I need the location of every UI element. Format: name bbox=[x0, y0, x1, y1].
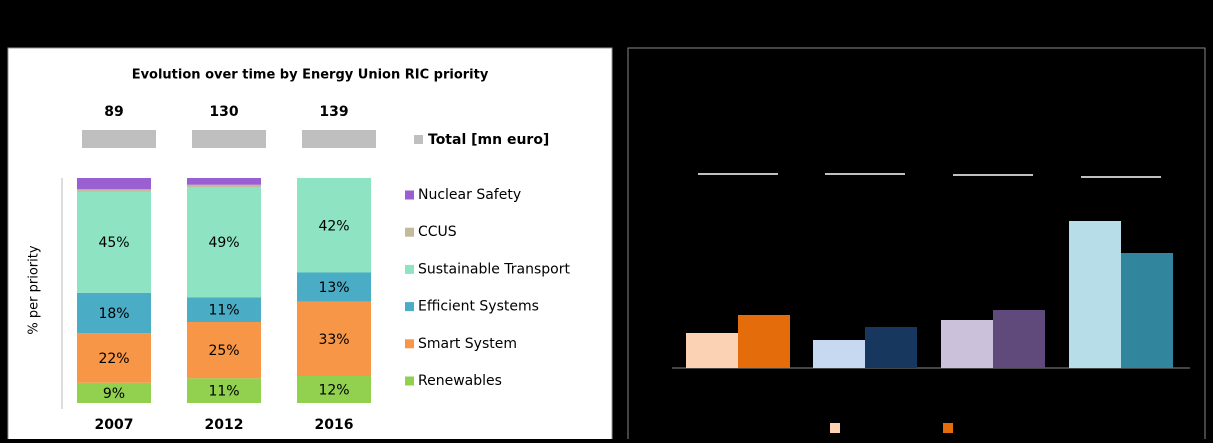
bar-segment bbox=[187, 297, 261, 322]
legend-label: CCUS bbox=[418, 224, 457, 240]
data-label: 49% bbox=[208, 235, 239, 251]
legend-swatch bbox=[830, 423, 840, 433]
legend-swatch bbox=[943, 423, 953, 433]
bar-segment bbox=[77, 191, 151, 293]
legend-label: Renewables bbox=[418, 373, 502, 389]
legend-label: Total [mn euro] bbox=[428, 132, 549, 148]
bar bbox=[1121, 253, 1173, 368]
bar-segment bbox=[187, 322, 261, 379]
legend-swatch bbox=[405, 227, 414, 237]
legend-label: Smart System bbox=[418, 336, 517, 352]
total-label: 89 bbox=[104, 104, 123, 120]
bar-segment bbox=[187, 378, 261, 403]
bar-segment bbox=[77, 189, 151, 192]
data-label: 22% bbox=[98, 351, 129, 367]
data-label: 11% bbox=[208, 384, 239, 400]
total-label: 130 bbox=[209, 104, 238, 120]
data-label: 12% bbox=[318, 383, 349, 399]
legend-swatch bbox=[405, 376, 414, 386]
bar bbox=[993, 310, 1045, 368]
bar-segment bbox=[297, 178, 371, 273]
bar-segment bbox=[187, 184, 261, 187]
legend-swatch bbox=[405, 190, 414, 200]
bar-segment bbox=[77, 292, 151, 334]
data-label: 9% bbox=[103, 386, 125, 402]
total-marker bbox=[302, 130, 376, 148]
bar-segment bbox=[297, 272, 371, 302]
bar bbox=[865, 327, 917, 368]
legend-swatch bbox=[405, 302, 414, 312]
legend-swatch bbox=[405, 264, 414, 274]
legend-swatch bbox=[414, 135, 423, 144]
bar-segment bbox=[297, 301, 371, 376]
legend-label: Sustainable Transport bbox=[418, 261, 571, 277]
bar-segment bbox=[297, 376, 371, 403]
data-label: 42% bbox=[318, 218, 349, 234]
data-label: 11% bbox=[208, 303, 239, 319]
total-marker bbox=[192, 130, 266, 148]
data-label: 13% bbox=[318, 280, 349, 296]
y-axis-label: % per priority bbox=[27, 245, 42, 334]
bar bbox=[686, 333, 738, 368]
x-tick-label: 2016 bbox=[315, 417, 354, 433]
bar bbox=[738, 315, 790, 368]
total-label: 139 bbox=[319, 104, 348, 120]
legend-label: Nuclear Safety bbox=[418, 187, 521, 203]
data-label: 25% bbox=[208, 343, 239, 359]
legend-swatch bbox=[405, 339, 414, 349]
x-tick-label: 2012 bbox=[205, 417, 244, 433]
bar bbox=[941, 320, 993, 368]
bar-segment bbox=[187, 178, 261, 185]
total-marker bbox=[82, 130, 156, 148]
bar-segment bbox=[77, 333, 151, 383]
legend-label: Efficient Systems bbox=[418, 299, 539, 315]
bar bbox=[1069, 221, 1121, 368]
data-label: 18% bbox=[98, 306, 129, 322]
chart-title: Evolution over time by Energy Union RIC … bbox=[132, 68, 489, 83]
bar bbox=[813, 340, 865, 368]
bar-segment bbox=[77, 382, 151, 403]
x-tick-label: 2007 bbox=[95, 417, 134, 433]
bar-segment bbox=[187, 187, 261, 298]
data-label: 45% bbox=[98, 235, 129, 251]
bar-segment bbox=[77, 178, 151, 190]
data-label: 33% bbox=[318, 332, 349, 348]
